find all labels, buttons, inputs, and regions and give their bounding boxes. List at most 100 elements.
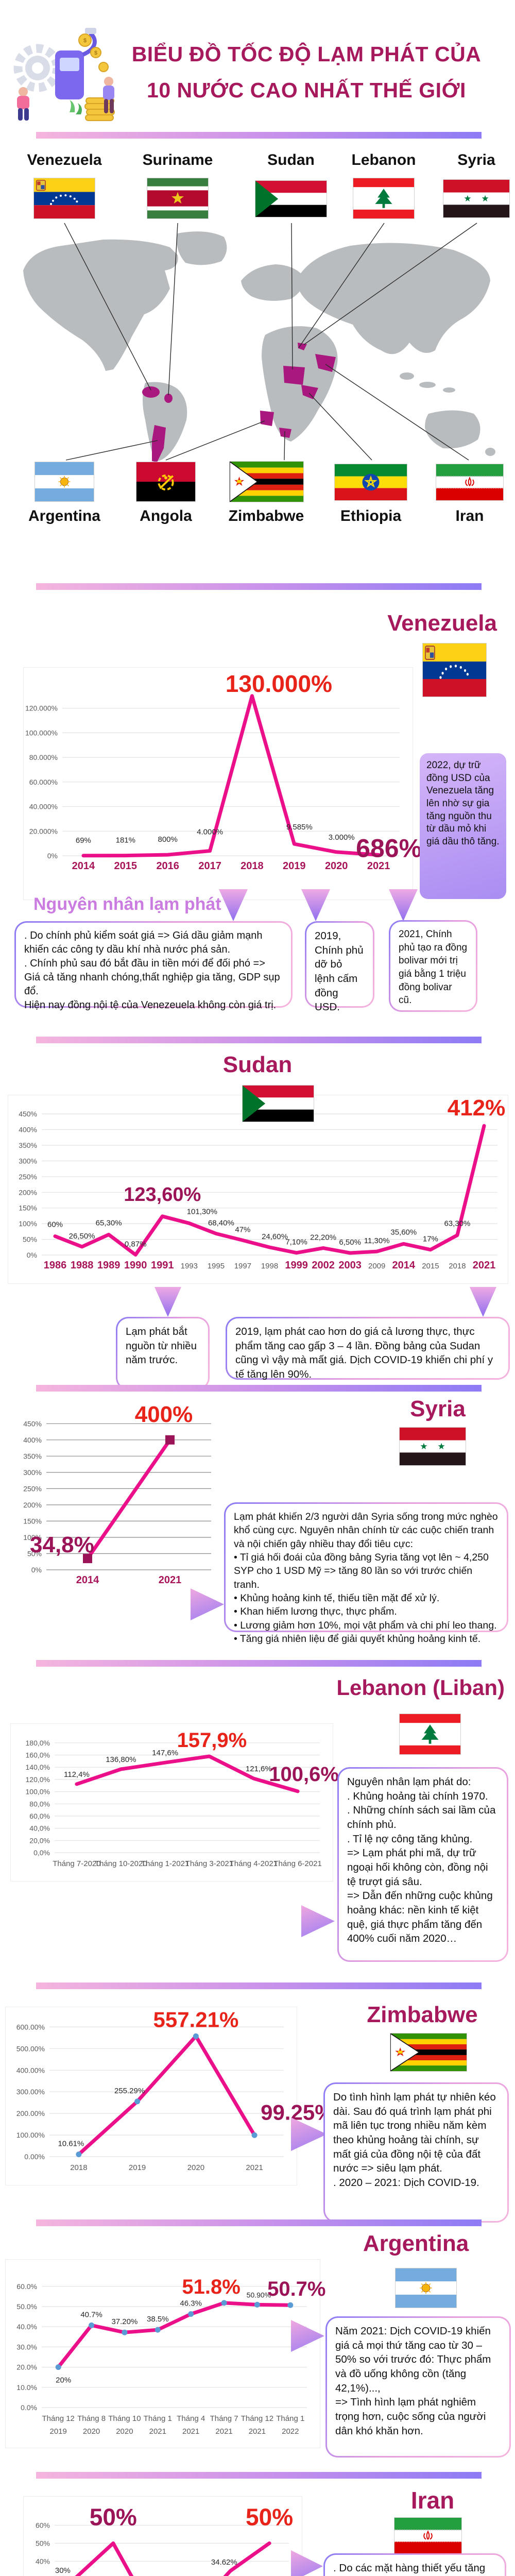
svg-text:150%: 150% xyxy=(23,1517,42,1525)
sudan-flag xyxy=(255,180,327,217)
svg-text:0%: 0% xyxy=(31,1566,42,1574)
svg-text:Tháng 1-2021: Tháng 1-2021 xyxy=(141,1859,189,1868)
svg-text:17%: 17% xyxy=(423,1235,438,1244)
country-name-venezuela: Venezuela xyxy=(27,151,102,168)
syria-section-title: Syria xyxy=(410,1396,466,1421)
lebanon-flag xyxy=(353,178,415,219)
lebanon-note-box: Nguyên nhân lạm phát do: . Khủng hoảng t… xyxy=(337,1767,508,1962)
iran-flag xyxy=(436,464,504,501)
svg-text:2021: 2021 xyxy=(182,2427,199,2436)
divider-3 xyxy=(36,1385,482,1392)
page-title-line1: BIỂU ĐỒ TỐC ĐỘ LẠM PHÁT CỦA xyxy=(131,42,482,66)
svg-text:100,6%: 100,6% xyxy=(269,1763,339,1786)
svg-text:800%: 800% xyxy=(158,835,178,844)
country-name-lebanon: Lebanon xyxy=(351,151,416,168)
svg-text:500.00%: 500.00% xyxy=(16,2044,45,2053)
lebanon-chart: 0,0% 20,0% 40,0% 60,0% 80,0% 100,0% 120,0% 140,… xyxy=(10,1723,339,1882)
sudan-section-flag xyxy=(242,1085,314,1122)
svg-text:120,0%: 120,0% xyxy=(26,1775,50,1784)
sudan-box-1-text: Lạm phát bắt nguồn từ nhiều năm trước. xyxy=(117,1318,208,1388)
argentina-section-flag xyxy=(395,2268,457,2308)
svg-text:2021: 2021 xyxy=(149,2427,166,2436)
svg-text:47%: 47% xyxy=(235,1225,250,1234)
svg-text:60%: 60% xyxy=(36,2521,50,2530)
svg-text:Tháng 1: Tháng 1 xyxy=(144,2414,172,2423)
svg-text:51.8%: 51.8% xyxy=(182,2276,240,2298)
svg-text:300.00%: 300.00% xyxy=(16,2088,45,2096)
svg-text:50%: 50% xyxy=(90,2503,137,2530)
zimbabwe-section-flag xyxy=(390,2033,467,2072)
svg-text:2016: 2016 xyxy=(156,860,179,872)
svg-text:1988: 1988 xyxy=(71,1260,94,1271)
svg-text:2021: 2021 xyxy=(249,2427,266,2436)
venezuela-box-2019: 2019, Chính phủ dỡ bỏ lệnh cấm đồng USD. xyxy=(305,921,374,1013)
svg-text:130.000%: 130.000% xyxy=(226,670,332,697)
svg-text:2018: 2018 xyxy=(70,2163,87,2172)
svg-text:50%: 50% xyxy=(36,2539,50,2547)
svg-text:2015: 2015 xyxy=(114,860,137,872)
svg-text:40.0%: 40.0% xyxy=(16,2323,37,2331)
zimbabwe-chart: 0.00% 100.00% 200.00% 300.00% 400.00% 500.00%… xyxy=(5,2007,334,2185)
iran-arrow xyxy=(291,2550,323,2576)
svg-text:2020: 2020 xyxy=(187,2163,204,2172)
svg-text:40.7%: 40.7% xyxy=(80,2310,102,2319)
svg-text:140,0%: 140,0% xyxy=(26,1763,50,1771)
argentina-note-box: Năm 2021: Dịch COVID-19 khiến giá cả mọi… xyxy=(325,2316,511,2458)
svg-text:101,30%: 101,30% xyxy=(187,1207,217,1216)
svg-text:30%: 30% xyxy=(55,2566,71,2575)
svg-text:686%: 686% xyxy=(356,834,422,862)
venezuela-section-flag xyxy=(422,643,487,697)
svg-text:68,40%: 68,40% xyxy=(208,1218,234,1227)
svg-text:2020: 2020 xyxy=(325,860,348,872)
svg-text:200.00%: 200.00% xyxy=(16,2109,45,2117)
svg-text:0.00%: 0.00% xyxy=(24,2153,45,2161)
svg-text:1986: 1986 xyxy=(44,1260,67,1271)
header-illustration: $$ xyxy=(13,28,115,121)
svg-text:350%: 350% xyxy=(19,1141,37,1149)
svg-text:2015: 2015 xyxy=(422,1262,439,1270)
svg-text:24,60%: 24,60% xyxy=(262,1232,288,1241)
svg-text:120.000%: 120.000% xyxy=(25,704,58,713)
svg-text:2019: 2019 xyxy=(283,860,306,872)
svg-text:11,30%: 11,30% xyxy=(364,1236,390,1245)
svg-text:1998: 1998 xyxy=(261,1262,278,1270)
syria-note-text: Lạm phát khiến 2/3 người dân Syria sống … xyxy=(226,1504,507,1645)
country-name-argentina: Argentina xyxy=(28,507,100,524)
svg-text:50%: 50% xyxy=(23,1235,37,1244)
divider-6 xyxy=(36,2219,482,2226)
svg-text:1993: 1993 xyxy=(181,1262,198,1270)
svg-text:Tháng 10: Tháng 10 xyxy=(108,2414,141,2423)
svg-text:35,60%: 35,60% xyxy=(390,1228,417,1236)
svg-text:20,0%: 20,0% xyxy=(29,1836,50,1844)
svg-text:3.000%: 3.000% xyxy=(329,833,355,842)
country-name-syria: Syria xyxy=(457,151,495,168)
zimbabwe-note-text: Do tình hình lạm phát tự nhiên kéo dài. … xyxy=(325,2084,507,2221)
svg-text:7,10%: 7,10% xyxy=(285,1238,307,1247)
svg-text:400%: 400% xyxy=(135,1402,193,1427)
svg-text:Tháng 7-2020: Tháng 7-2020 xyxy=(53,1859,100,1868)
sudan-box-2-text: 2019, lạm phát cao hơn do giá cả lương t… xyxy=(227,1318,508,1380)
svg-text:Tháng 12: Tháng 12 xyxy=(241,2414,273,2423)
svg-text:$: $ xyxy=(83,38,87,44)
venezuela-chart: 0% 20.000% 40.000% 60.000% 80.000% 100.000% 12… xyxy=(23,667,422,900)
divider-header xyxy=(36,132,482,139)
svg-text:2014: 2014 xyxy=(392,1260,416,1271)
svg-text:2017: 2017 xyxy=(198,860,221,872)
svg-text:160,0%: 160,0% xyxy=(26,1751,50,1759)
svg-text:557.21%: 557.21% xyxy=(153,2007,238,2031)
svg-text:50%: 50% xyxy=(27,1550,42,1558)
svg-text:80,0%: 80,0% xyxy=(29,1800,50,1808)
svg-text:100%: 100% xyxy=(19,1219,37,1228)
svg-text:40.000%: 40.000% xyxy=(29,803,58,811)
svg-text:37.20%: 37.20% xyxy=(111,2317,138,2326)
svg-text:2009: 2009 xyxy=(368,1262,385,1270)
iran-section-title: Iran xyxy=(410,2487,455,2514)
svg-text:121,6%: 121,6% xyxy=(246,1765,272,1773)
map-connector-lines xyxy=(64,223,477,461)
svg-text:450%: 450% xyxy=(23,1419,42,1428)
svg-text:2022: 2022 xyxy=(282,2427,299,2436)
svg-text:10.61%: 10.61% xyxy=(58,2140,84,2148)
svg-text:46.3%: 46.3% xyxy=(180,2299,202,2308)
venezuela-box-2019-text: 2019, Chính phủ dỡ bỏ lệnh cấm đồng USD. xyxy=(306,923,373,1013)
